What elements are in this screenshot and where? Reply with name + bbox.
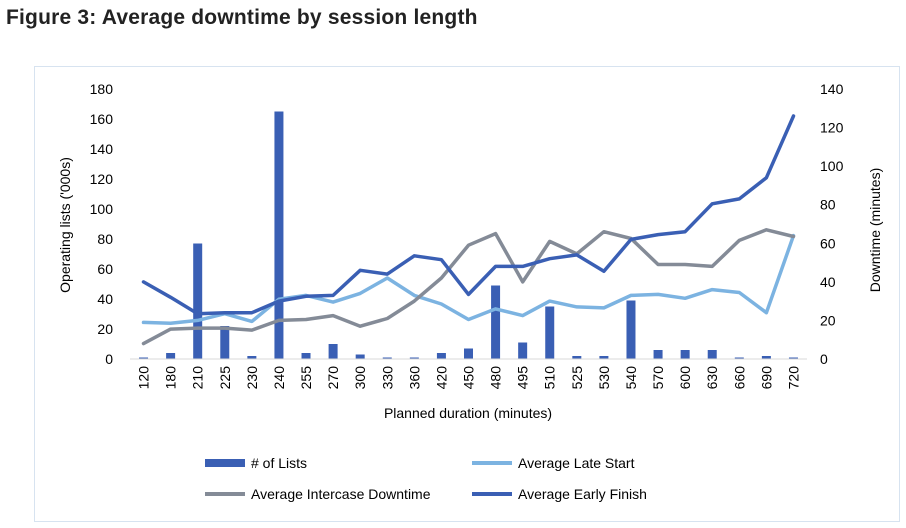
bar-lists (464, 348, 473, 359)
legend-label-early-finish: Average Early Finish (518, 486, 647, 502)
bar-lists (734, 357, 744, 359)
x-tick-label: 660 (731, 366, 747, 390)
x-tick-label: 510 (542, 366, 558, 390)
chart-frame (34, 66, 900, 522)
left-tick-label: 0 (105, 351, 113, 367)
left-axis-title: Operating lists ('000s) (57, 157, 73, 293)
line-average-early-finish (141, 114, 796, 316)
x-tick-label: 495 (515, 366, 531, 390)
left-tick-label: 60 (97, 261, 113, 277)
bar-lists (328, 344, 338, 359)
bar-lists (355, 354, 365, 359)
left-tick-label: 140 (90, 141, 114, 157)
x-tick-label: 270 (325, 366, 341, 390)
left-tick-label: 80 (97, 231, 113, 247)
bar-lists (166, 353, 176, 359)
right-tick-label: 40 (820, 274, 836, 290)
right-tick-label: 140 (820, 81, 844, 97)
x-tick-label: 540 (623, 366, 639, 390)
legend: # of Lists Average Late Start Average In… (205, 455, 647, 502)
left-tick-label: 180 (90, 81, 114, 97)
right-tick-label: 120 (820, 120, 844, 136)
x-tick-label: 360 (406, 366, 422, 390)
bar-lists (382, 357, 392, 359)
bar-lists (599, 356, 609, 359)
right-axis-ticks: 0 20 40 60 80 100 120 140 (820, 81, 844, 367)
left-tick-label: 160 (90, 111, 114, 127)
bar-lists (518, 342, 528, 359)
x-tick-label: 450 (461, 366, 477, 390)
x-tick-label: 420 (433, 366, 449, 390)
bar-lists (139, 357, 149, 359)
x-tick-label: 690 (758, 366, 774, 390)
right-tick-label: 60 (820, 235, 836, 251)
right-axis-title: Downtime (minutes) (867, 168, 883, 292)
legend-swatch-lists (205, 459, 245, 467)
x-tick-label: 330 (379, 366, 395, 390)
figure-title: Figure 3: Average downtime by session le… (6, 6, 478, 29)
bar-lists (193, 243, 203, 359)
bar-lists (247, 356, 257, 359)
right-tick-label: 80 (820, 197, 836, 213)
x-tick-label: 600 (677, 366, 693, 390)
x-tick-label: 630 (704, 366, 720, 390)
right-tick-label: 0 (820, 351, 828, 367)
x-tick-label: 225 (217, 366, 233, 390)
x-tick-label: 120 (136, 366, 152, 390)
x-axis-ticks: 120 180 210 225 230 240 255 270 300 330 360 420 450 4… (136, 366, 802, 390)
left-axis-ticks: 0 20 40 60 80 100 120 140 160 180 (90, 81, 114, 367)
x-tick-label: 480 (488, 366, 504, 390)
legend-label-lists: # of Lists (251, 455, 307, 471)
bar-lists (572, 356, 582, 359)
bar-lists (653, 350, 663, 359)
bar-lists (707, 350, 717, 359)
bar-lists (409, 357, 419, 359)
legend-label-intercase: Average Intercase Downtime (251, 486, 431, 502)
x-tick-label: 720 (785, 366, 801, 390)
right-tick-label: 20 (820, 312, 836, 328)
bar-lists (274, 111, 284, 359)
bar-lists (545, 306, 555, 359)
legend-label-late-start: Average Late Start (518, 455, 635, 471)
x-tick-label: 180 (163, 366, 179, 390)
x-tick-label: 230 (244, 366, 260, 390)
bar-lists (491, 285, 501, 359)
bar-lists (680, 350, 690, 359)
line-average-late-start (141, 233, 796, 326)
x-tick-label: 300 (352, 366, 368, 390)
left-tick-label: 100 (90, 201, 114, 217)
left-tick-label: 20 (97, 321, 113, 337)
bar-lists (788, 357, 798, 359)
bar-lists (436, 353, 446, 359)
bar-lists (301, 353, 311, 359)
right-tick-label: 100 (820, 158, 844, 174)
left-tick-label: 40 (97, 291, 113, 307)
line-series-layer (141, 114, 796, 346)
x-tick-label: 530 (596, 366, 612, 390)
left-tick-label: 120 (90, 171, 114, 187)
x-tick-label: 525 (569, 366, 585, 390)
bar-lists (220, 326, 230, 359)
x-axis-title: Planned duration (minutes) (384, 405, 552, 421)
line-average-intercase-downtime (141, 228, 796, 346)
x-tick-label: 210 (190, 366, 206, 390)
bar-lists (626, 300, 636, 359)
x-tick-label: 240 (271, 366, 287, 390)
bar-lists (761, 356, 771, 359)
bar-series-lists (139, 111, 798, 359)
x-tick-label: 255 (298, 366, 314, 390)
x-tick-label: 570 (650, 366, 666, 390)
